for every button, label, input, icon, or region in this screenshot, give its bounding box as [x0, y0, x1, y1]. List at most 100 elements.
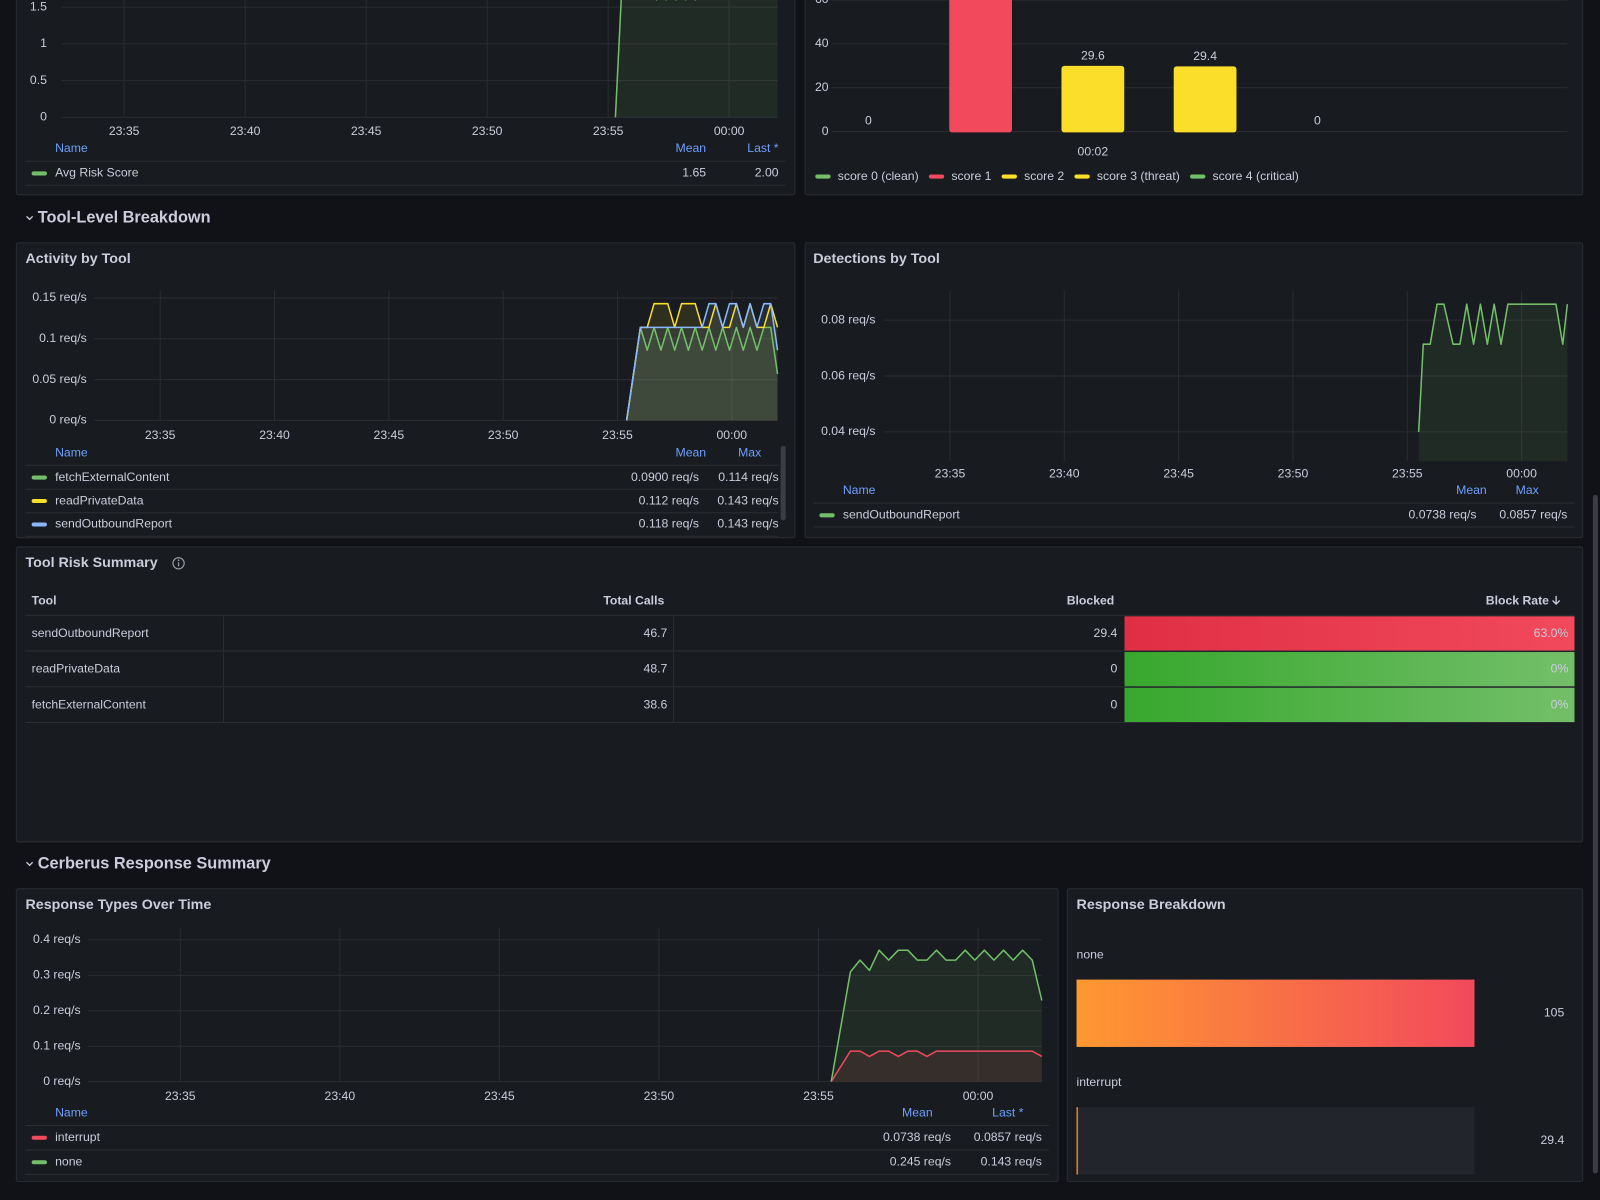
panel	[804, 242, 1584, 539]
legend-name: none	[55, 1154, 82, 1168]
panel-content: 0.04 req/s 0.06 req/s 0.08 req/s 23:35 23:40…	[813, 290, 1575, 528]
table-cell: 29.4	[1094, 626, 1118, 640]
legend-name: Avg Risk Score	[55, 166, 139, 180]
y-tick-label: 40	[815, 36, 829, 50]
x-tick-label: 00:00	[963, 1089, 994, 1103]
chevron[interactable]	[26, 215, 34, 221]
y-tick-label: 0.1 req/s	[33, 1038, 81, 1052]
column-header: Blocked	[1067, 593, 1115, 607]
rate-cell	[1124, 687, 1575, 723]
series-line	[1417, 303, 1569, 432]
sort-arrow	[1552, 595, 1561, 606]
panel	[15, 0, 796, 196]
legend-name: sendOutboundReport	[55, 517, 173, 531]
legend-header: Name	[55, 1105, 88, 1119]
legend-name: readPrivateData	[55, 493, 144, 507]
legend-stat: 1.65	[682, 166, 706, 180]
x-tick-label: 23:35	[935, 467, 966, 481]
legend-header: Max	[738, 445, 761, 459]
panel-content: 0 req/s 0.05 req/s 0.1 req/s 0.15 req/s 23:3…	[25, 290, 779, 537]
panel-content: 0 req/s 0.1 req/s 0.2 req/s 0.3 req/s 0.4 re…	[25, 928, 1049, 1175]
panel-title: Activity by Tool	[26, 251, 131, 267]
series-area	[831, 950, 1042, 1082]
x-tick-label: 23:50	[644, 1089, 675, 1103]
legend-header: Name	[55, 141, 88, 155]
panel-content: 0 0.5 1 1.5 23:35 23:40 23:45 23:50 23:55 00:00 Na…	[25, 0, 786, 186]
x-tick-label: 23:45	[374, 428, 405, 442]
legend-stat: 0.118 req/s	[639, 517, 699, 531]
chevron[interactable]	[26, 861, 34, 867]
panel-content: 0 20 40 60 00:02 0 29.6 29.4 0 score 0 (clean) sco…	[815, 0, 1568, 183]
bar	[1061, 65, 1125, 133]
x-tick-label: 23:40	[259, 428, 290, 442]
legend-header: Max	[1516, 483, 1539, 497]
panel	[15, 242, 796, 539]
panel	[15, 888, 1059, 1183]
legend-header: Last *	[992, 1105, 1024, 1119]
gauge-bar	[1076, 1107, 1079, 1175]
panel-title: Tool Risk Summary	[26, 555, 158, 571]
bar	[949, 0, 1012, 133]
y-tick-label: 0 req/s	[43, 1074, 80, 1088]
y-tick-label: 0.2 req/s	[33, 1003, 81, 1017]
legend-header: Mean	[676, 445, 707, 459]
y-tick-label: 0	[822, 124, 829, 138]
legend-name: sendOutboundReport	[843, 508, 961, 522]
gauge-name: interrupt	[1077, 1075, 1122, 1089]
legend-stat: 0.0857 req/s	[1499, 508, 1567, 522]
legend-name: score 1	[951, 169, 991, 183]
x-tick-label: 23:50	[472, 124, 503, 138]
legend-header: Mean	[902, 1105, 933, 1119]
table-cell: 63.0%	[1534, 626, 1569, 640]
y-tick-label: 1	[40, 36, 47, 50]
series-area	[615, 0, 778, 118]
legend-name: score 0 (clean)	[838, 169, 919, 183]
legend-stat: 0.114 req/s	[718, 470, 778, 484]
table-cell: 0	[1111, 662, 1118, 676]
rate-cell	[1124, 616, 1575, 652]
table-cell: readPrivateData	[32, 662, 121, 676]
gauge-name: none	[1077, 947, 1104, 961]
legend-name: interrupt	[55, 1130, 100, 1144]
x-tick-label: 23:40	[1049, 467, 1080, 481]
legend-stat: 0.0738 req/s	[1408, 508, 1476, 522]
section-title[interactable]: Tool-Level Breakdown	[38, 209, 211, 227]
info-icon[interactable]	[172, 557, 185, 570]
legend-stat: 0.143 req/s	[981, 1154, 1042, 1168]
series-line	[625, 302, 779, 421]
x-tick-label: 23:45	[1163, 467, 1194, 481]
y-tick-label: 1.5	[30, 0, 47, 13]
panel-content: none 105 interrupt 29.4	[1076, 947, 1564, 1175]
x-tick-label: 23:55	[602, 428, 633, 442]
scrollbar[interactable]	[1592, 494, 1598, 1174]
series-area	[626, 303, 778, 421]
legend-name: score 3 (threat)	[1097, 169, 1180, 183]
y-tick-label: 0.1 req/s	[39, 331, 87, 345]
legend-stat: 0.0900 req/s	[631, 470, 699, 484]
series-area	[831, 1051, 1042, 1082]
table-cell: 48.7	[644, 662, 668, 676]
section-title[interactable]: Cerberus Response Summary	[38, 855, 271, 873]
table-cell: 0%	[1551, 697, 1569, 711]
table-cell: 0	[1111, 697, 1118, 711]
y-tick-label: 0.15 req/s	[32, 290, 86, 304]
panel-title: Response Types Over Time	[26, 897, 212, 913]
x-tick-label: 23:40	[325, 1089, 356, 1103]
x-tick-label: 23:55	[593, 124, 624, 138]
rate-cell	[1124, 652, 1575, 687]
scrollbar[interactable]	[780, 445, 786, 521]
x-tick-label: 00:00	[714, 124, 745, 138]
legend-stat: 0.245 req/s	[890, 1154, 951, 1168]
x-tick-label: 23:50	[488, 428, 519, 442]
y-tick-label: 0.04 req/s	[821, 424, 875, 438]
x-tick-label: 23:40	[230, 124, 261, 138]
y-tick-label: 0	[40, 110, 47, 124]
x-tick-label: 00:00	[717, 428, 748, 442]
legend-stat: 0.0738 req/s	[883, 1130, 951, 1144]
x-tick-label: 23:55	[803, 1089, 834, 1103]
x-tick-label: 00:02	[1078, 144, 1109, 158]
series-line	[830, 1050, 1043, 1083]
x-tick-label: 23:50	[1278, 467, 1309, 481]
legend-header: Mean	[676, 141, 707, 155]
